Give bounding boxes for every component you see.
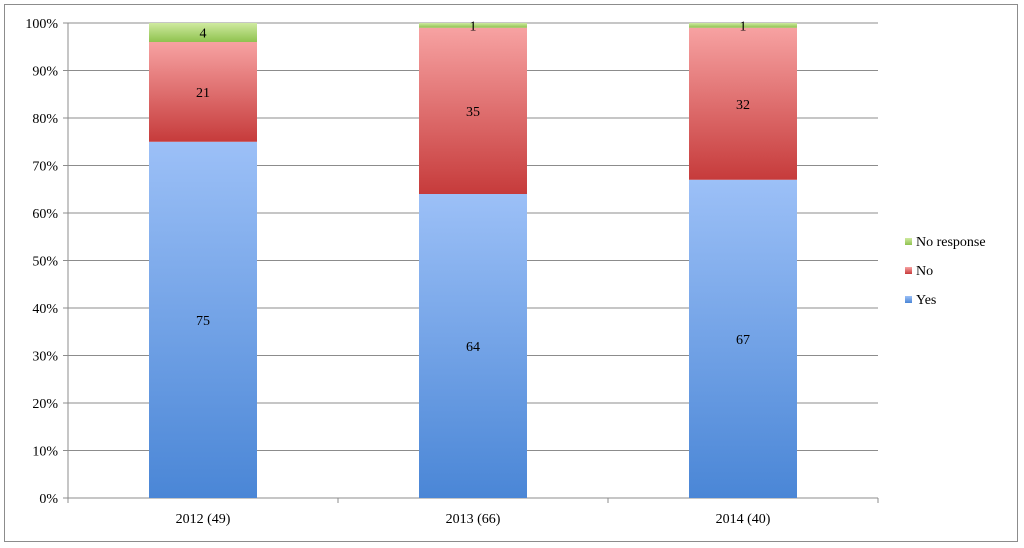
data-label: 64 (466, 340, 480, 355)
data-labels: 75 21 4 64 35 1 67 32 1 (196, 19, 750, 355)
y-tick-label: 50% (32, 255, 58, 270)
data-label: 75 (196, 314, 210, 329)
x-tick-label: 2012 (49) (176, 512, 231, 527)
data-label: 21 (196, 86, 210, 101)
y-tick-label: 20% (32, 397, 58, 412)
bar-no-3 (689, 27, 797, 180)
y-tick-label: 60% (32, 207, 58, 222)
legend-swatch-no-response (905, 238, 912, 245)
y-tick-label: 90% (32, 65, 58, 80)
bar-no-2 (419, 27, 527, 194)
data-label: 1 (740, 19, 747, 34)
y-tick-label: 80% (32, 112, 58, 127)
y-tick-label: 0% (39, 492, 58, 507)
y-tick-label: 30% (32, 350, 58, 365)
x-tick-label: 2014 (40) (716, 512, 771, 527)
legend-swatch-yes (905, 296, 912, 303)
data-label: 67 (736, 333, 750, 348)
bar-no-response-1 (149, 23, 257, 42)
y-tick-label: 100% (25, 17, 58, 32)
bars (149, 23, 797, 498)
data-label: 35 (466, 105, 480, 120)
bar-yes-3 (689, 179, 797, 498)
data-label: 1 (470, 19, 477, 34)
bar-no-response-3 (689, 23, 797, 28)
legend-label-no-response: No response (916, 235, 986, 250)
bar-yes-1 (149, 141, 257, 498)
x-tick-label: 2013 (66) (446, 512, 501, 527)
y-tick-label: 70% (32, 160, 58, 175)
legend-label-yes: Yes (916, 293, 936, 308)
bar-no-1 (149, 42, 257, 142)
legend-label-no: No (916, 264, 933, 279)
legend-swatch-no (905, 267, 912, 274)
bar-no-response-2 (419, 23, 527, 28)
y-tick-label: 40% (32, 302, 58, 317)
bar-yes-2 (419, 194, 527, 498)
data-label: 4 (200, 27, 207, 42)
y-tick-label: 10% (32, 445, 58, 460)
data-label: 32 (736, 98, 750, 113)
legend: No response No Yes (905, 235, 986, 308)
